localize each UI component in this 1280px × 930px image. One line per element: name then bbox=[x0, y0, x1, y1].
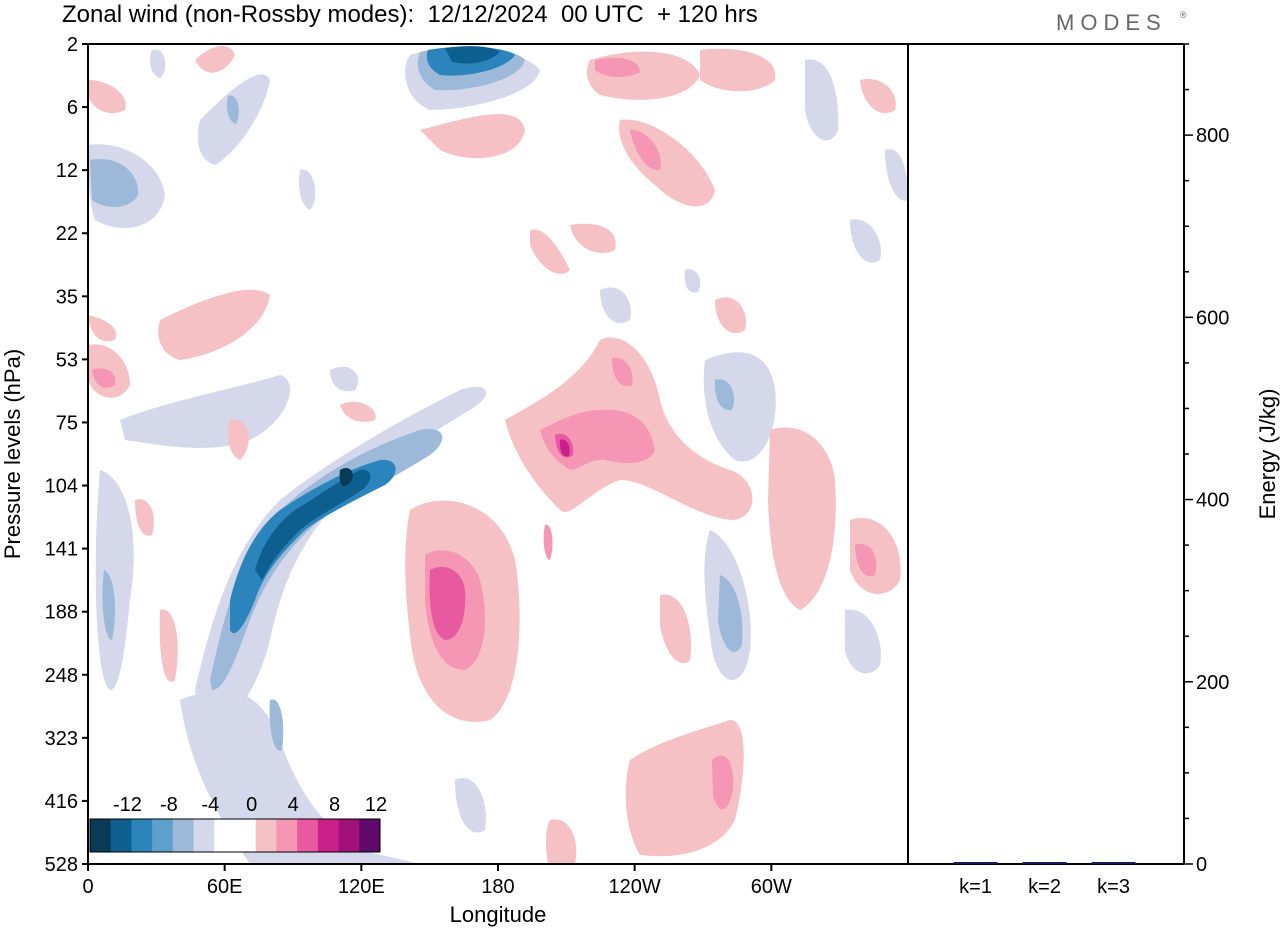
y-tick-label: 2 bbox=[67, 34, 78, 56]
bar-category-label: k=2 bbox=[1028, 876, 1061, 898]
x-tick-label: 60W bbox=[751, 876, 792, 898]
x-axis-label: Longitude bbox=[450, 902, 547, 927]
energy-bars: k=1 k=2 k=3 bbox=[953, 862, 1136, 898]
colorbar-swatch bbox=[214, 819, 236, 852]
bar-category-label: k=3 bbox=[1097, 876, 1130, 898]
energy-tick-label: 0 bbox=[1196, 854, 1207, 876]
y-tick-label: 53 bbox=[56, 349, 78, 371]
energy-tick-label: 800 bbox=[1196, 125, 1229, 147]
colorbar-label: 8 bbox=[329, 794, 340, 816]
colorbar-swatch bbox=[317, 819, 340, 852]
y-tick-label: 188 bbox=[45, 602, 78, 624]
energy-axis-label: Energy (J/kg) bbox=[1255, 389, 1280, 520]
colorbar-swatch bbox=[90, 819, 112, 852]
x-tick-label: 120W bbox=[609, 876, 661, 898]
colorbar-swatch bbox=[276, 819, 298, 852]
energy-tick-label: 600 bbox=[1196, 307, 1229, 329]
x-tick-label: 120E bbox=[338, 876, 385, 898]
colorbar-label: 0 bbox=[246, 794, 257, 816]
colorbar-swatch bbox=[255, 819, 277, 852]
energy-bar bbox=[953, 862, 998, 864]
y-axis-label: Pressure levels (hPa) bbox=[0, 349, 25, 559]
colorbar-label: 4 bbox=[288, 794, 299, 816]
bar-category-label: k=1 bbox=[959, 876, 992, 898]
y-tick-label: 6 bbox=[67, 97, 78, 119]
y-tick-label: 248 bbox=[45, 665, 78, 687]
y-tick-label: 323 bbox=[45, 728, 78, 750]
energy-bar bbox=[1022, 862, 1067, 864]
colorbar-label: 12 bbox=[365, 794, 387, 816]
colorbar-swatch bbox=[131, 819, 153, 852]
energy-axis: 0 200 400 600 800 bbox=[1184, 43, 1229, 876]
energy-tick-label: 400 bbox=[1196, 490, 1229, 512]
colorbar-swatch bbox=[110, 819, 132, 852]
x-tick-label: 180 bbox=[481, 876, 514, 898]
colorbar-swatch bbox=[359, 819, 381, 852]
colorbar-label: -12 bbox=[113, 794, 142, 816]
wind-field bbox=[88, 45, 908, 864]
colorbar-swatch bbox=[338, 819, 360, 852]
x-axis: 0 60E 120E 180 120W 60W bbox=[82, 864, 792, 898]
colorbar-swatch bbox=[172, 819, 195, 852]
colorbar-swatch bbox=[193, 819, 215, 852]
y-tick-label: 75 bbox=[56, 412, 78, 434]
y-tick-label: 22 bbox=[56, 223, 78, 245]
y-tick-label: 35 bbox=[56, 286, 78, 308]
y-tick-label: 12 bbox=[56, 160, 78, 182]
colorbar: -12 -8 -4 0 4 8 12 bbox=[89, 794, 387, 853]
y-tick-label: 141 bbox=[45, 539, 78, 561]
y-axis: 2 6 12 22 35 53 75 104 141 188 248 323 416 528 bbox=[45, 34, 88, 876]
colorbar-swatch bbox=[297, 819, 319, 852]
x-tick-label: 0 bbox=[82, 876, 93, 898]
colorbar-label: -8 bbox=[160, 794, 178, 816]
x-tick-label: 60E bbox=[207, 876, 243, 898]
colorbar-frame bbox=[89, 818, 381, 853]
y-tick-label: 416 bbox=[45, 791, 78, 813]
energy-tick-label: 200 bbox=[1196, 672, 1229, 694]
colorbar-label: -4 bbox=[201, 794, 219, 816]
energy-bar bbox=[1091, 862, 1136, 864]
modes-logo: MODES bbox=[1056, 10, 1167, 35]
colorbar-swatch bbox=[152, 819, 174, 852]
registered-mark: ® bbox=[1180, 10, 1187, 20]
colorbar-swatch bbox=[235, 819, 257, 852]
y-tick-label: 104 bbox=[45, 476, 78, 498]
chart-title: Zonal wind (non-Rossby modes): 12/12/202… bbox=[62, 1, 758, 28]
y-tick-label: 528 bbox=[45, 854, 78, 876]
